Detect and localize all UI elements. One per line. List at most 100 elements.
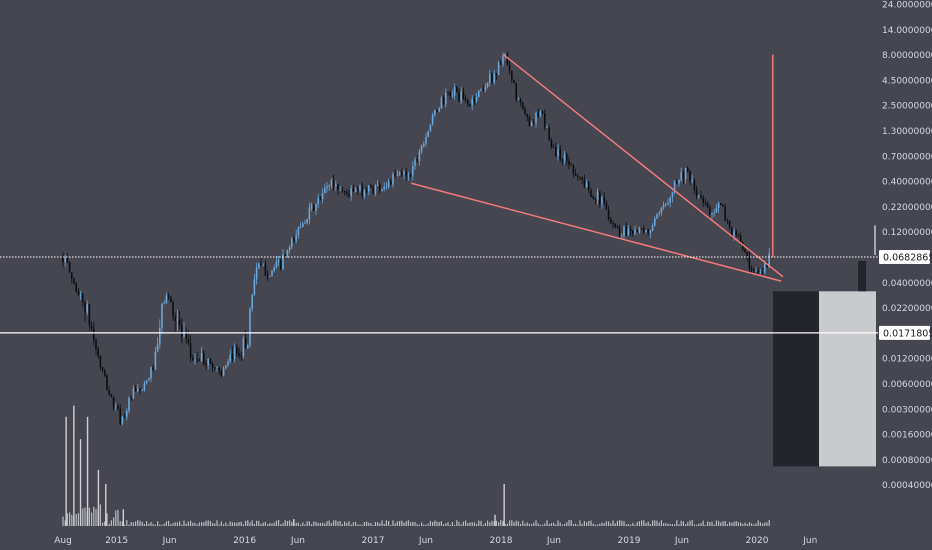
candle-body: [737, 235, 740, 237]
candle-body: [181, 325, 183, 337]
volume-spike: [293, 519, 295, 526]
candle-body: [555, 147, 557, 157]
volume-bar: [152, 523, 154, 526]
candle-body: [218, 367, 220, 372]
volume-bar: [718, 520, 720, 526]
candle-body: [563, 154, 566, 161]
candle-body: [755, 270, 757, 272]
candle-body: [145, 380, 148, 384]
candle-body: [62, 255, 64, 262]
volume-bar: [390, 524, 392, 526]
candle-body: [123, 416, 126, 418]
volume-bar: [113, 517, 115, 526]
volume-bar: [583, 521, 585, 526]
volume-bar: [663, 523, 665, 526]
volume-bar: [154, 524, 156, 526]
volume-bar: [161, 524, 163, 526]
volume-bar: [190, 520, 192, 526]
x-tick-label: Jun: [290, 536, 305, 546]
volume-bar: [174, 522, 176, 526]
candle-body: [205, 363, 207, 366]
candle-body: [110, 394, 113, 398]
candle-body: [390, 181, 392, 185]
volume-bar: [755, 523, 757, 526]
volume-bar: [526, 522, 528, 526]
volume-bar: [328, 520, 330, 526]
candle-body: [506, 54, 509, 65]
candle-body: [669, 197, 671, 204]
candle-body: [544, 113, 546, 128]
volume-bar: [614, 523, 616, 526]
volume-bar: [478, 520, 480, 526]
volume-bar: [126, 520, 128, 526]
time-axis[interactable]: Aug 2015 Jun 2016 Jun 2017 Jun 2018 Jun 2019 Jun 20…: [54, 536, 817, 546]
volume-bar: [693, 524, 695, 526]
candle-body: [438, 108, 440, 112]
volume-bar: [350, 524, 352, 526]
volume-bar: [550, 523, 552, 526]
volume-bar: [557, 520, 559, 526]
y-tick-label: 0.40000000: [882, 178, 932, 188]
volume-bar: [667, 523, 669, 526]
volume-bar: [291, 521, 293, 526]
candle-body: [308, 207, 311, 220]
volume-bar: [315, 521, 317, 526]
volume-bar: [352, 522, 354, 526]
volume-bar: [69, 512, 71, 526]
candle-body: [374, 185, 377, 194]
x-tick-label: 2017: [362, 536, 385, 546]
candle-body: [539, 111, 542, 116]
candle-body: [588, 182, 590, 191]
candle-body: [200, 353, 203, 362]
candle-body: [379, 184, 381, 191]
y-tick-label: 0.02200000: [882, 304, 932, 314]
volume-bar: [405, 521, 407, 526]
candle-body: [447, 92, 449, 94]
candle-body: [629, 228, 632, 232]
volume-bar: [480, 520, 482, 526]
candle-body: [673, 181, 676, 193]
candle-body: [486, 82, 489, 87]
candle-body: [695, 189, 698, 197]
candle-body: [535, 112, 537, 124]
candle-body: [720, 202, 722, 205]
volume-bar: [220, 521, 222, 526]
volume-bar: [700, 522, 702, 526]
candle-body: [464, 98, 467, 101]
candle-body: [383, 187, 385, 190]
candle-body: [728, 220, 731, 228]
volume-bar: [403, 522, 405, 526]
candle-body: [546, 127, 548, 128]
candle-body: [632, 231, 634, 234]
candle-body: [676, 181, 678, 184]
candle-body: [126, 410, 128, 417]
price-axis[interactable]: 24.00000000 14.00000000 8.00000000 4.500000…: [879, 1, 932, 492]
candle-body: [141, 389, 143, 391]
volume-bar: [366, 521, 368, 526]
volume-bar: [619, 520, 621, 526]
volume-bar: [227, 524, 229, 526]
candle-body: [473, 98, 476, 101]
candle-body: [394, 173, 396, 176]
candle-body: [271, 270, 273, 277]
volume-bar: [447, 522, 449, 526]
candle-body: [253, 279, 256, 295]
volume-bar: [137, 520, 139, 526]
candle-body: [86, 304, 88, 313]
candle-body: [93, 328, 95, 341]
candle-body: [594, 198, 597, 200]
candle-body: [209, 359, 212, 364]
volume-bar: [473, 522, 475, 526]
volume-bar: [381, 520, 383, 526]
position-boxes: [773, 225, 876, 467]
candle-body: [343, 190, 346, 192]
volume-bar: [451, 522, 453, 526]
volume-bar: [407, 520, 409, 526]
position-box-small: [858, 261, 866, 292]
volume-bar: [691, 520, 693, 526]
candle-body: [522, 102, 524, 110]
volume-bar: [610, 523, 612, 526]
volume-bar: [436, 521, 438, 526]
volume-bar: [212, 523, 214, 526]
